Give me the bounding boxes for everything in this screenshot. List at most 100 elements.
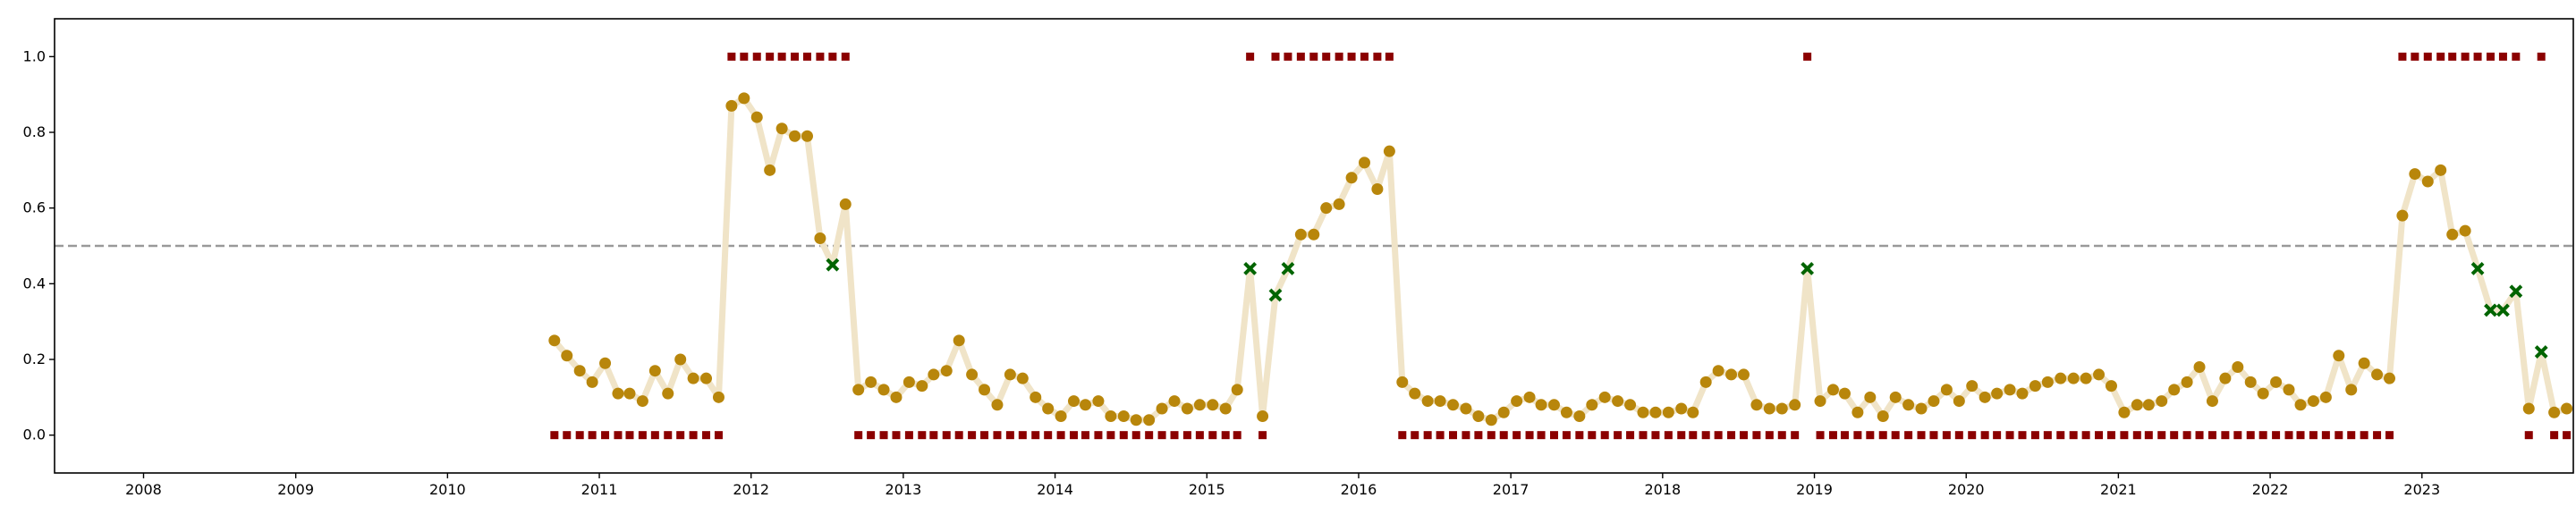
label-marker — [1423, 431, 1432, 440]
label-marker — [2360, 431, 2368, 440]
label-marker — [1145, 431, 1154, 440]
label-marker — [1258, 431, 1267, 440]
label-marker — [879, 431, 888, 440]
data-point — [2522, 402, 2535, 415]
label-marker — [1436, 431, 1445, 440]
label-marker — [816, 52, 825, 61]
data-point — [2093, 368, 2106, 381]
label-marker — [714, 431, 723, 440]
label-marker — [689, 431, 698, 440]
data-point — [1130, 414, 1142, 426]
label-marker — [2423, 52, 2432, 61]
y-tick-label: 0.4 — [23, 274, 46, 291]
data-point — [1156, 402, 1168, 415]
label-marker — [2321, 431, 2330, 440]
data-points — [548, 92, 2573, 426]
label-marker — [2347, 431, 2356, 440]
label-marker — [740, 52, 749, 61]
label-marker — [2030, 431, 2039, 440]
data-point — [612, 387, 624, 400]
label-marker — [588, 431, 597, 440]
label-marker — [1727, 431, 1736, 440]
data-point — [814, 232, 826, 245]
data-point — [2156, 395, 2168, 408]
label-marker — [575, 431, 584, 440]
data-point — [1877, 410, 1889, 422]
label-marker — [2512, 52, 2521, 61]
data-point — [2283, 384, 2295, 396]
data-point — [1953, 395, 1965, 408]
label-marker — [2221, 431, 2230, 440]
label-marker — [942, 431, 951, 440]
label-marker — [1462, 431, 1470, 440]
label-marker — [1942, 431, 1951, 440]
label-marker — [841, 52, 850, 61]
label-marker — [1385, 52, 1394, 61]
label-marker — [2120, 431, 2129, 440]
label-marker — [2461, 52, 2470, 61]
data-point — [2168, 384, 2181, 396]
data-point — [839, 198, 852, 210]
label-marker — [904, 431, 913, 440]
label-marker — [766, 52, 775, 61]
label-marker — [2284, 431, 2293, 440]
label-marker — [1891, 431, 1900, 440]
label-marker — [1525, 431, 1534, 440]
y-tick-label: 1.0 — [23, 47, 46, 64]
data-point — [687, 372, 699, 384]
label-marker — [1271, 52, 1280, 61]
label-marker — [892, 431, 901, 440]
y-axis: 0.0 0.2 0.4 0.6 0.8 1.0 — [23, 47, 55, 443]
label-marker — [1296, 52, 1305, 61]
data-point — [1409, 387, 1421, 400]
data-point — [1143, 414, 1156, 426]
data-point — [2029, 380, 2041, 393]
label-marker — [1284, 52, 1292, 61]
label-marker — [791, 52, 800, 61]
data-point — [2193, 360, 2206, 373]
x-tick-label: 2023 — [2403, 481, 2440, 498]
label-marker — [1373, 52, 1382, 61]
label-marker — [2157, 431, 2166, 440]
label-marker — [954, 431, 963, 440]
data-point — [2345, 384, 2358, 396]
data-point — [725, 99, 738, 112]
label-marker — [1677, 431, 1686, 440]
label-marker — [2233, 431, 2242, 440]
cross-marker — [1281, 261, 1295, 275]
label-marker — [563, 431, 572, 440]
data-point — [2016, 387, 2029, 400]
cross-marker — [2534, 345, 2548, 359]
data-point — [1649, 406, 1662, 418]
data-point — [1333, 198, 1345, 210]
label-marker — [727, 52, 736, 61]
data-point — [1511, 395, 1523, 408]
data-point — [1889, 391, 1902, 403]
data-point — [1979, 391, 1991, 403]
data-point — [852, 384, 865, 396]
label-marker — [1106, 431, 1115, 440]
label-marker — [918, 431, 927, 440]
label-marker — [550, 431, 559, 440]
label-marker — [2069, 431, 2078, 440]
data-point — [1030, 391, 1042, 403]
data-point — [1004, 368, 1016, 381]
data-point — [2181, 376, 2193, 388]
data-point — [2055, 372, 2067, 384]
label-marker — [2207, 431, 2216, 440]
data-point — [1105, 410, 1117, 422]
cross-marker — [1268, 288, 1283, 302]
data-point — [966, 368, 979, 381]
label-marker — [2144, 431, 2153, 440]
data-point — [2270, 376, 2283, 388]
x-tick-label: 2010 — [429, 481, 466, 498]
label-marker — [1777, 431, 1786, 440]
data-point — [1966, 380, 1979, 393]
data-point — [1523, 391, 1536, 403]
data-point — [979, 384, 991, 396]
data-point — [2232, 360, 2244, 373]
x-tick-label: 2020 — [1948, 481, 1985, 498]
data-point — [2257, 387, 2269, 400]
label-marker — [1689, 431, 1698, 440]
